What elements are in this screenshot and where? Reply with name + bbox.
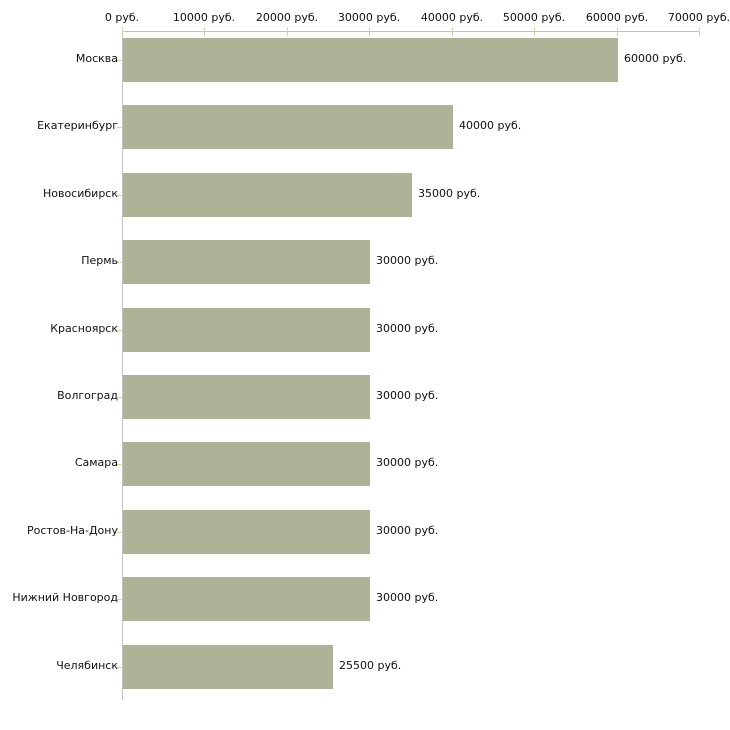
bar (123, 308, 370, 352)
category-tick (117, 60, 122, 61)
category-tick (117, 464, 122, 465)
bar-value-label: 35000 руб. (418, 187, 481, 200)
bar-category-label: Челябинск (56, 659, 118, 672)
x-axis-tick (204, 27, 205, 36)
x-axis-tick-label: 10000 руб. (172, 11, 236, 24)
x-axis-tick-label: 60000 руб. (585, 11, 649, 24)
x-axis-tick (699, 27, 700, 36)
x-axis-tick (369, 27, 370, 36)
bar-category-label: Нижний Новгород (12, 591, 118, 604)
bar-category-label: Екатеринбург (37, 119, 118, 132)
x-axis-tick (617, 27, 618, 36)
bar-category-label: Ростов-На-Дону (26, 524, 118, 537)
bar-category-label: Новосибирск (42, 187, 118, 200)
x-axis-tick (452, 27, 453, 36)
bar-category-label: Волгоград (57, 389, 118, 402)
category-tick (117, 330, 122, 331)
bar-category-label: Красноярск (50, 322, 118, 335)
bar-value-label: 30000 руб. (376, 591, 439, 604)
category-tick (117, 667, 122, 668)
bar (123, 375, 370, 419)
x-axis-line (122, 31, 700, 32)
category-tick (117, 397, 122, 398)
bar-value-label: 40000 руб. (459, 119, 522, 132)
bar-value-label: 30000 руб. (376, 524, 439, 537)
bar-category-label: Самара (74, 456, 118, 469)
category-tick (117, 262, 122, 263)
bar (123, 240, 370, 284)
bar (123, 645, 333, 689)
x-axis-tick-label: 50000 руб. (502, 11, 566, 24)
category-tick (117, 195, 122, 196)
bar-value-label: 30000 руб. (376, 389, 439, 402)
bar (123, 510, 370, 554)
bar-value-label: 30000 руб. (376, 254, 439, 267)
category-tick (117, 599, 122, 600)
x-axis-tick (534, 27, 535, 36)
bar (123, 442, 370, 486)
category-tick (117, 127, 122, 128)
bar (123, 105, 453, 149)
bar-value-label: 60000 руб. (624, 52, 687, 65)
bar-value-label: 30000 руб. (376, 456, 439, 469)
bar (123, 577, 370, 621)
bar-category-label: Пермь (81, 254, 118, 267)
bar (123, 38, 618, 82)
y-axis-line (122, 31, 123, 700)
x-axis-tick-label: 70000 руб. (667, 11, 730, 24)
bar-category-label: Москва (75, 52, 118, 65)
category-tick (117, 532, 122, 533)
x-axis-tick-label: 20000 руб. (255, 11, 319, 24)
x-axis-tick-label: 0 руб. (104, 11, 140, 24)
x-axis-tick-label: 40000 руб. (420, 11, 484, 24)
x-axis-tick (287, 27, 288, 36)
x-axis-tick (122, 27, 123, 36)
bar-value-label: 30000 руб. (376, 322, 439, 335)
bar (123, 173, 412, 217)
bar-value-label: 25500 руб. (339, 659, 402, 672)
x-axis-tick-label: 30000 руб. (337, 11, 401, 24)
